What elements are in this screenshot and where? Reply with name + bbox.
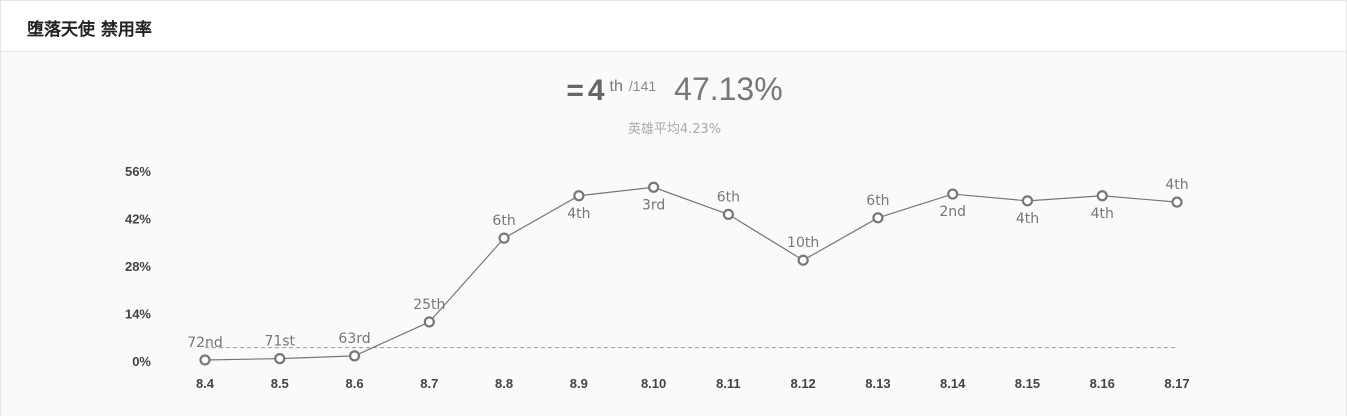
champion-average: 英雄平均4.23% xyxy=(627,122,722,137)
rank-total: /141 xyxy=(628,78,657,94)
data-point xyxy=(1096,190,1108,202)
data-point xyxy=(872,212,884,224)
data-point xyxy=(274,353,286,365)
data-point xyxy=(722,208,734,221)
x-tick-label: 8.7 xyxy=(420,376,438,391)
rank-label: 6th xyxy=(866,193,889,209)
rank-label: 4th xyxy=(1091,206,1114,222)
x-tick-label: 8.11 xyxy=(716,376,741,391)
data-point xyxy=(797,254,809,266)
y-tick-label: 42% xyxy=(125,212,151,227)
x-tick-label: 8.14 xyxy=(940,376,966,391)
ban-rate-series-line xyxy=(204,186,1178,361)
rank-label: 4th xyxy=(567,206,590,222)
panel-header: 堕落天使 禁用率 xyxy=(1,1,1346,52)
x-tick-label: 8.16 xyxy=(1090,376,1115,391)
rank-label: 25th xyxy=(413,297,445,313)
data-point xyxy=(573,190,585,202)
rank-label: 63rd xyxy=(338,331,370,347)
x-tick-label: 8.8 xyxy=(495,376,513,391)
y-tick-label: 14% xyxy=(125,307,151,322)
data-point xyxy=(199,354,211,366)
ban-rate-value: 47.13% xyxy=(674,71,783,107)
x-tick-label: 8.17 xyxy=(1164,376,1189,391)
rank-equal-sign: = xyxy=(566,74,584,107)
data-point xyxy=(348,350,361,362)
x-tick-label: 8.9 xyxy=(570,376,588,391)
x-tick-label: 8.15 xyxy=(1015,376,1040,391)
rank-suffix: th xyxy=(609,78,623,95)
y-tick-label: 0% xyxy=(132,354,151,369)
data-point xyxy=(1171,196,1183,208)
rank-label: 4th xyxy=(1165,177,1188,193)
rank-label: 6th xyxy=(492,213,515,229)
x-tick-label: 8.4 xyxy=(196,376,215,391)
rank-value: 4 xyxy=(587,74,605,107)
rank-label: 4th xyxy=(1016,211,1039,227)
x-tick-label: 8.6 xyxy=(345,376,363,391)
data-point xyxy=(1021,195,1034,207)
x-tick-label: 8.12 xyxy=(790,376,815,391)
data-point xyxy=(648,181,660,193)
data-point xyxy=(498,232,510,244)
rank-label: 72nd xyxy=(187,335,223,351)
x-tick-label: 8.10 xyxy=(641,376,666,391)
rank-label: 10th xyxy=(787,235,819,251)
rank-label: 2nd xyxy=(939,204,966,220)
rank-label: 3rd xyxy=(642,197,665,213)
y-tick-label: 28% xyxy=(125,259,151,274)
data-point xyxy=(423,316,435,328)
x-tick-label: 8.13 xyxy=(865,376,890,391)
data-point xyxy=(947,188,959,200)
panel-title: 堕落天使 禁用率 xyxy=(27,20,152,40)
x-tick-label: 8.5 xyxy=(271,376,289,391)
rank-label: 71st xyxy=(264,334,295,350)
rank-label: 6th xyxy=(717,189,740,205)
y-tick-label: 56% xyxy=(125,164,151,179)
